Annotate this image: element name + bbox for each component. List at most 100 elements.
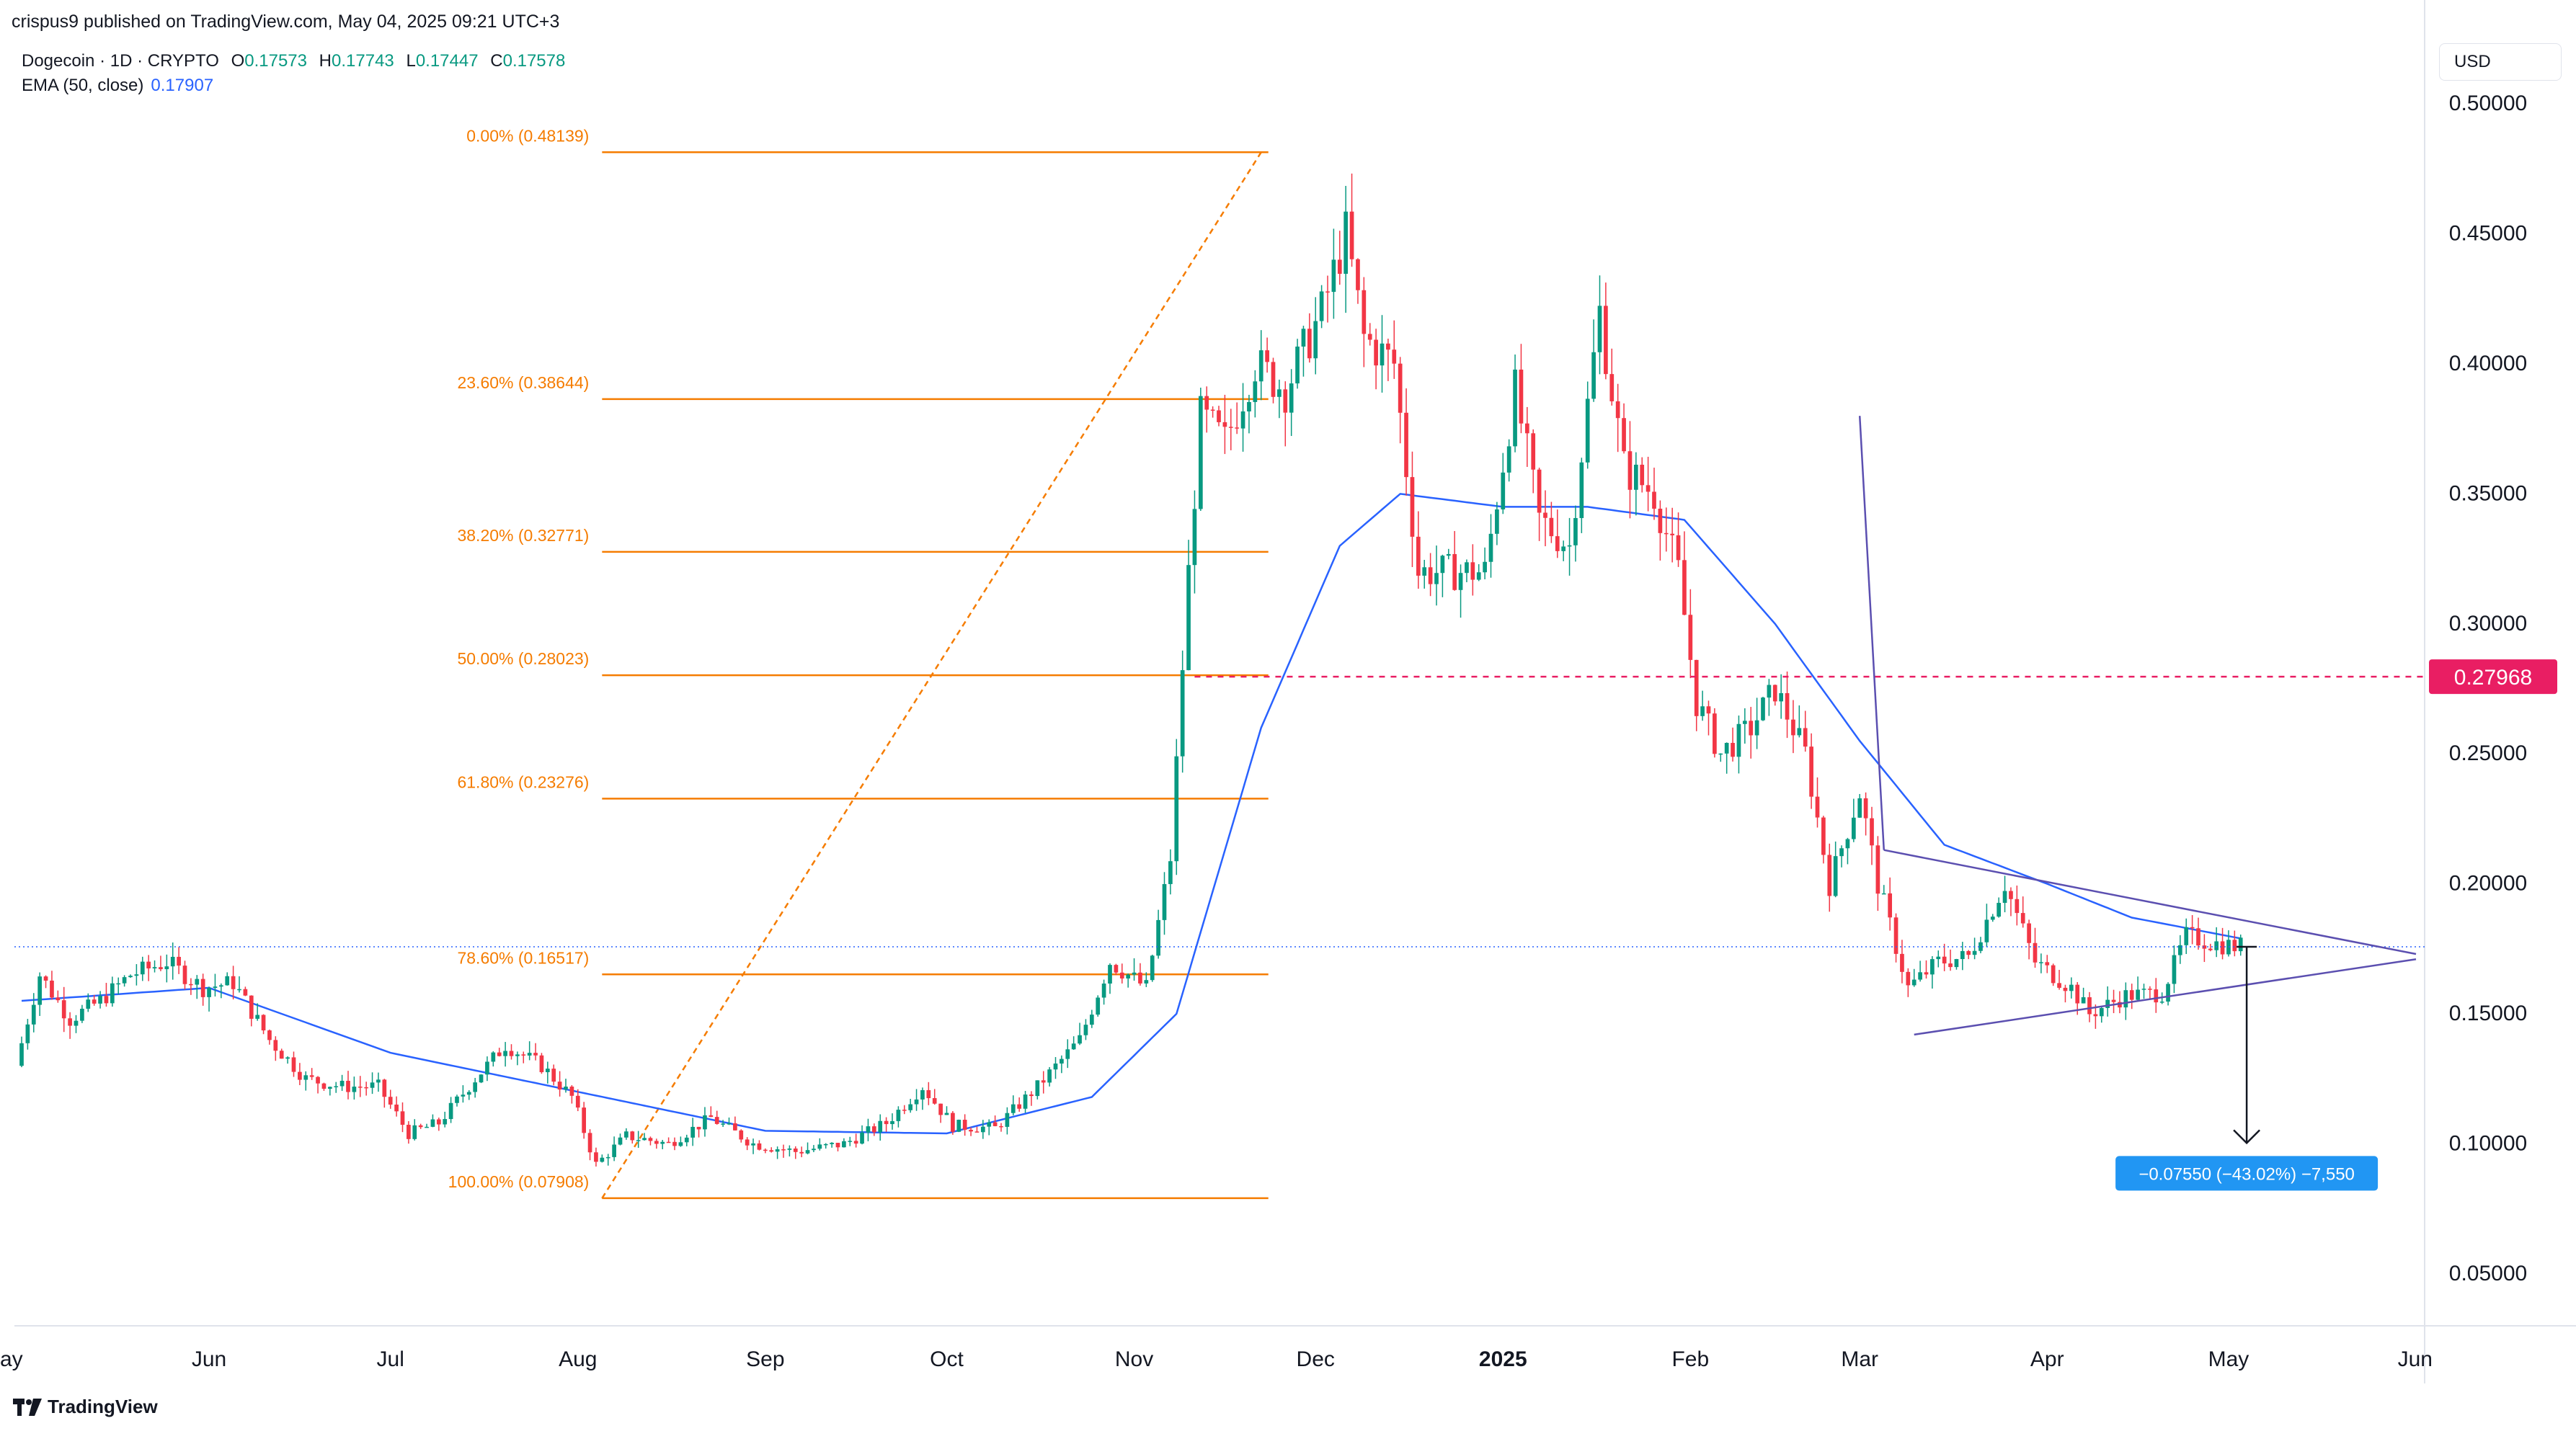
candle-body [1682, 560, 1687, 615]
candle-body [1047, 1069, 1052, 1083]
candle-body [2232, 940, 2237, 952]
candle-body [1742, 721, 1747, 724]
candle-body [1906, 971, 1911, 986]
candle-body [134, 974, 139, 976]
candle-body [267, 1030, 272, 1040]
candle-body [1524, 423, 1529, 434]
candle-body [745, 1139, 750, 1146]
candle-body [1984, 919, 1989, 942]
candle-body [582, 1107, 587, 1133]
candle-body [1930, 959, 1935, 975]
candle-body [1549, 517, 1554, 537]
candle-body [1652, 491, 1656, 509]
candle-body [1101, 984, 1106, 998]
candle-body [1597, 306, 1602, 352]
candle-body [37, 976, 43, 1005]
candle-body [871, 1126, 876, 1133]
candle-body [2045, 962, 2050, 966]
candle-body [2057, 983, 2061, 988]
candle-body [394, 1104, 399, 1112]
candle-body [2226, 940, 2231, 955]
candle-body [920, 1089, 925, 1100]
candle-body [1633, 464, 1638, 490]
candle-body [1162, 883, 1167, 920]
candle-body [61, 1000, 66, 1019]
x-tick-label: Jun [2398, 1347, 2433, 1371]
candle-body [92, 999, 97, 1004]
candle-body [733, 1123, 737, 1131]
candle-body [122, 977, 127, 984]
candle-body [805, 1150, 810, 1154]
candle-body [25, 1024, 30, 1043]
candle-body [1362, 290, 1367, 334]
candle-body [182, 966, 187, 984]
fib-trend-line [601, 151, 1262, 1199]
candle-body [2202, 945, 2207, 949]
candle-body [1495, 509, 1499, 534]
candle-body [309, 1075, 314, 1077]
candle-body [618, 1137, 623, 1145]
candle-body [1253, 381, 1258, 402]
candle-body [303, 1075, 308, 1080]
candle-body [521, 1054, 526, 1056]
candle-body [1911, 979, 1917, 986]
candle-body [1604, 306, 1608, 375]
candle-body [448, 1102, 453, 1120]
candle-body [1065, 1049, 1070, 1059]
currency-button[interactable]: USD [2439, 43, 2562, 81]
candle-body [19, 1043, 24, 1066]
drawings[interactable]: 0.27968 −0.07550 (−43.02%) −7,550 [14, 416, 2557, 1191]
candle-body [327, 1087, 332, 1089]
candle-body [279, 1051, 284, 1059]
triangle-pole-line [1858, 416, 1886, 850]
x-tick-label: Aug [559, 1347, 597, 1371]
candle-body [672, 1141, 677, 1146]
candle-body [781, 1149, 786, 1151]
candle-body [31, 1004, 36, 1025]
candle-body [835, 1143, 840, 1148]
candle-body [1754, 720, 1759, 736]
candle-body [1180, 670, 1185, 757]
candle-body [1108, 965, 1112, 984]
candle-body [285, 1057, 290, 1059]
candle-body [1591, 352, 1596, 399]
candle-body [884, 1120, 889, 1125]
candle-body [1217, 410, 1221, 422]
fibonacci-retracement[interactable]: 0.00% (0.48139) 23.60% (0.38644) 38.20% (0… [448, 126, 1269, 1200]
candle-body [866, 1126, 871, 1133]
y-tick-label: 0.25000 [2449, 741, 2527, 765]
candle-body [1573, 517, 1578, 545]
candle-body [1325, 291, 1330, 293]
candle-body [80, 1008, 84, 1021]
candle-body [787, 1148, 792, 1150]
candle-body [636, 1140, 641, 1141]
candle-body [757, 1143, 762, 1150]
candle-body [1295, 346, 1300, 384]
candle-body [1615, 401, 1620, 419]
candle-body [926, 1089, 931, 1099]
ema-label[interactable]: EMA (50, close) [22, 76, 144, 95]
candle-body [1513, 369, 1517, 447]
triangle-upper-line [1883, 849, 2417, 955]
candle-body [1972, 950, 1977, 955]
candle-body [1749, 721, 1754, 736]
level-price-tag-label: 0.27968 [2454, 666, 2532, 690]
candle-body [231, 976, 236, 989]
candle-body [660, 1141, 665, 1144]
symbol-title[interactable]: Dogecoin · 1D · CRYPTO [22, 51, 219, 71]
candle-body [1374, 339, 1378, 366]
candle-body [1416, 536, 1421, 576]
fib-level-label: 0.00% (0.48139) [466, 126, 589, 145]
candle-body [878, 1120, 883, 1133]
time-axis[interactable]: ay Jun Jul Aug Sep Oct Nov Dec 2025 Feb Mar Apr May J… [0, 1347, 2433, 1371]
candle-body [1410, 477, 1415, 537]
price-axis[interactable]: 0.50000 0.45000 0.40000 0.35000 0.30000 0.250… [2449, 92, 2527, 1285]
candle-body [1349, 211, 1354, 259]
candle-body [763, 1149, 768, 1151]
candle-body [1446, 553, 1451, 556]
candle-body [357, 1087, 363, 1088]
candle-body [1313, 321, 1318, 359]
candle-body [654, 1141, 659, 1144]
candle-body [1791, 719, 1795, 736]
